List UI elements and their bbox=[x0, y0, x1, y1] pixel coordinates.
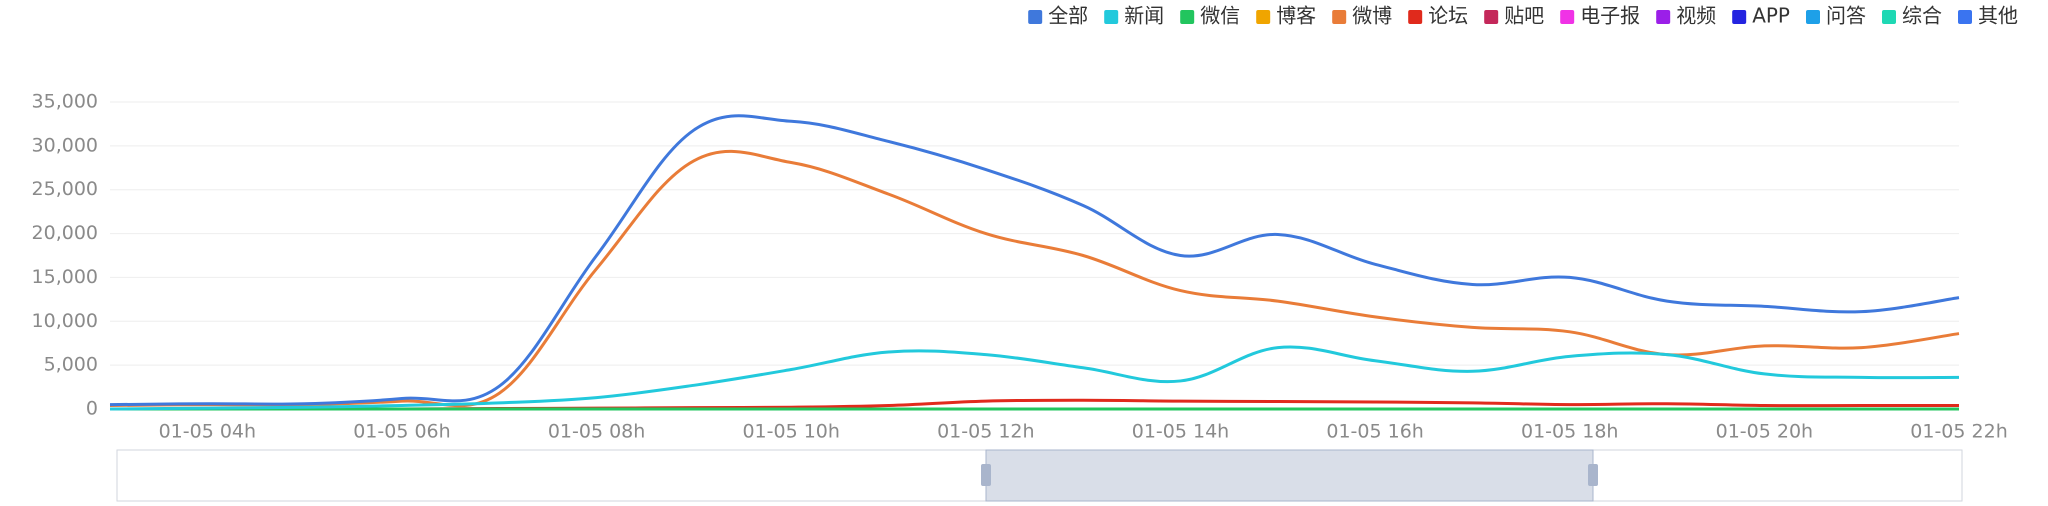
legend-swatch bbox=[1560, 10, 1575, 24]
zoom-window[interactable] bbox=[985, 449, 1594, 502]
legend-item[interactable]: 其他 bbox=[1958, 4, 2018, 28]
x-tick-label: 01-05 20h bbox=[1716, 421, 1813, 443]
series-line bbox=[109, 149, 1960, 408]
x-tick-label: 01-05 08h bbox=[548, 421, 645, 443]
legend-swatch bbox=[1732, 10, 1747, 24]
legend-item[interactable]: 贴吧 bbox=[1484, 4, 1544, 28]
legend-label: 其他 bbox=[1978, 4, 2018, 28]
data-zoom[interactable] bbox=[116, 449, 1963, 502]
legend-item[interactable]: 问答 bbox=[1806, 4, 1866, 28]
legend-swatch bbox=[1332, 10, 1347, 24]
x-tick-label: 01-05 12h bbox=[937, 421, 1034, 443]
legend-item[interactable]: 微信 bbox=[1180, 4, 1240, 28]
series-line bbox=[109, 114, 1960, 407]
legend-label: 微信 bbox=[1200, 4, 1240, 28]
legend-swatch bbox=[1656, 10, 1671, 24]
x-tick-label: 01-05 16h bbox=[1326, 421, 1423, 443]
legend-label: 博客 bbox=[1276, 4, 1316, 28]
legend-swatch bbox=[1484, 10, 1499, 24]
legend-item[interactable]: 视频 bbox=[1656, 4, 1716, 28]
x-tick-label: 01-05 06h bbox=[353, 421, 450, 443]
legend-label: 问答 bbox=[1826, 4, 1866, 28]
legend-label: 电子报 bbox=[1580, 4, 1640, 28]
legend-swatch bbox=[1028, 10, 1043, 24]
legend-label: 全部 bbox=[1048, 4, 1088, 28]
legend-item[interactable]: 新闻 bbox=[1104, 4, 1164, 28]
legend-label: APP bbox=[1752, 4, 1790, 28]
legend-swatch bbox=[1408, 10, 1423, 24]
x-tick-label: 01-05 22h bbox=[1910, 421, 2007, 443]
x-tick-label: 01-05 14h bbox=[1132, 421, 1229, 443]
y-tick-label: 10,000 bbox=[32, 310, 98, 332]
y-tick-label: 35,000 bbox=[32, 91, 98, 113]
y-tick-label: 15,000 bbox=[32, 266, 98, 288]
legend-item[interactable]: 综合 bbox=[1882, 4, 1942, 28]
legend-label: 贴吧 bbox=[1504, 4, 1544, 28]
legend-item[interactable]: 全部 bbox=[1028, 4, 1088, 28]
zoom-handle[interactable] bbox=[981, 464, 991, 486]
y-tick-label: 25,000 bbox=[32, 178, 98, 200]
legend-swatch bbox=[1958, 10, 1972, 24]
legend-label: 论坛 bbox=[1428, 4, 1468, 28]
legend-label: 微博 bbox=[1352, 4, 1392, 28]
x-tick-label: 01-05 18h bbox=[1521, 421, 1618, 443]
x-tick-label: 01-05 10h bbox=[742, 421, 839, 443]
legend-item[interactable]: APP bbox=[1732, 4, 1790, 28]
series-line bbox=[109, 345, 1960, 411]
legend-label: 综合 bbox=[1902, 4, 1942, 28]
legend-swatch bbox=[1882, 10, 1896, 24]
legend-item[interactable]: 博客 bbox=[1256, 4, 1316, 28]
legend-item[interactable]: 电子报 bbox=[1560, 4, 1640, 28]
y-tick-label: 30,000 bbox=[32, 134, 98, 156]
zoom-handle[interactable] bbox=[1588, 464, 1598, 486]
legend-item[interactable]: 微博 bbox=[1332, 4, 1392, 28]
legend-label: 视频 bbox=[1676, 4, 1716, 28]
legend-label: 新闻 bbox=[1124, 4, 1164, 28]
x-tick-label: 01-05 04h bbox=[159, 421, 256, 443]
legend-swatch bbox=[1180, 10, 1195, 24]
y-tick-label: 5,000 bbox=[44, 354, 98, 376]
y-tick-label: 20,000 bbox=[32, 222, 98, 244]
legend-item[interactable]: 论坛 bbox=[1408, 4, 1468, 28]
legend-swatch bbox=[1256, 10, 1271, 24]
y-tick-label: 0 bbox=[86, 398, 98, 420]
legend-swatch bbox=[1806, 10, 1820, 24]
legend-swatch bbox=[1104, 10, 1119, 24]
